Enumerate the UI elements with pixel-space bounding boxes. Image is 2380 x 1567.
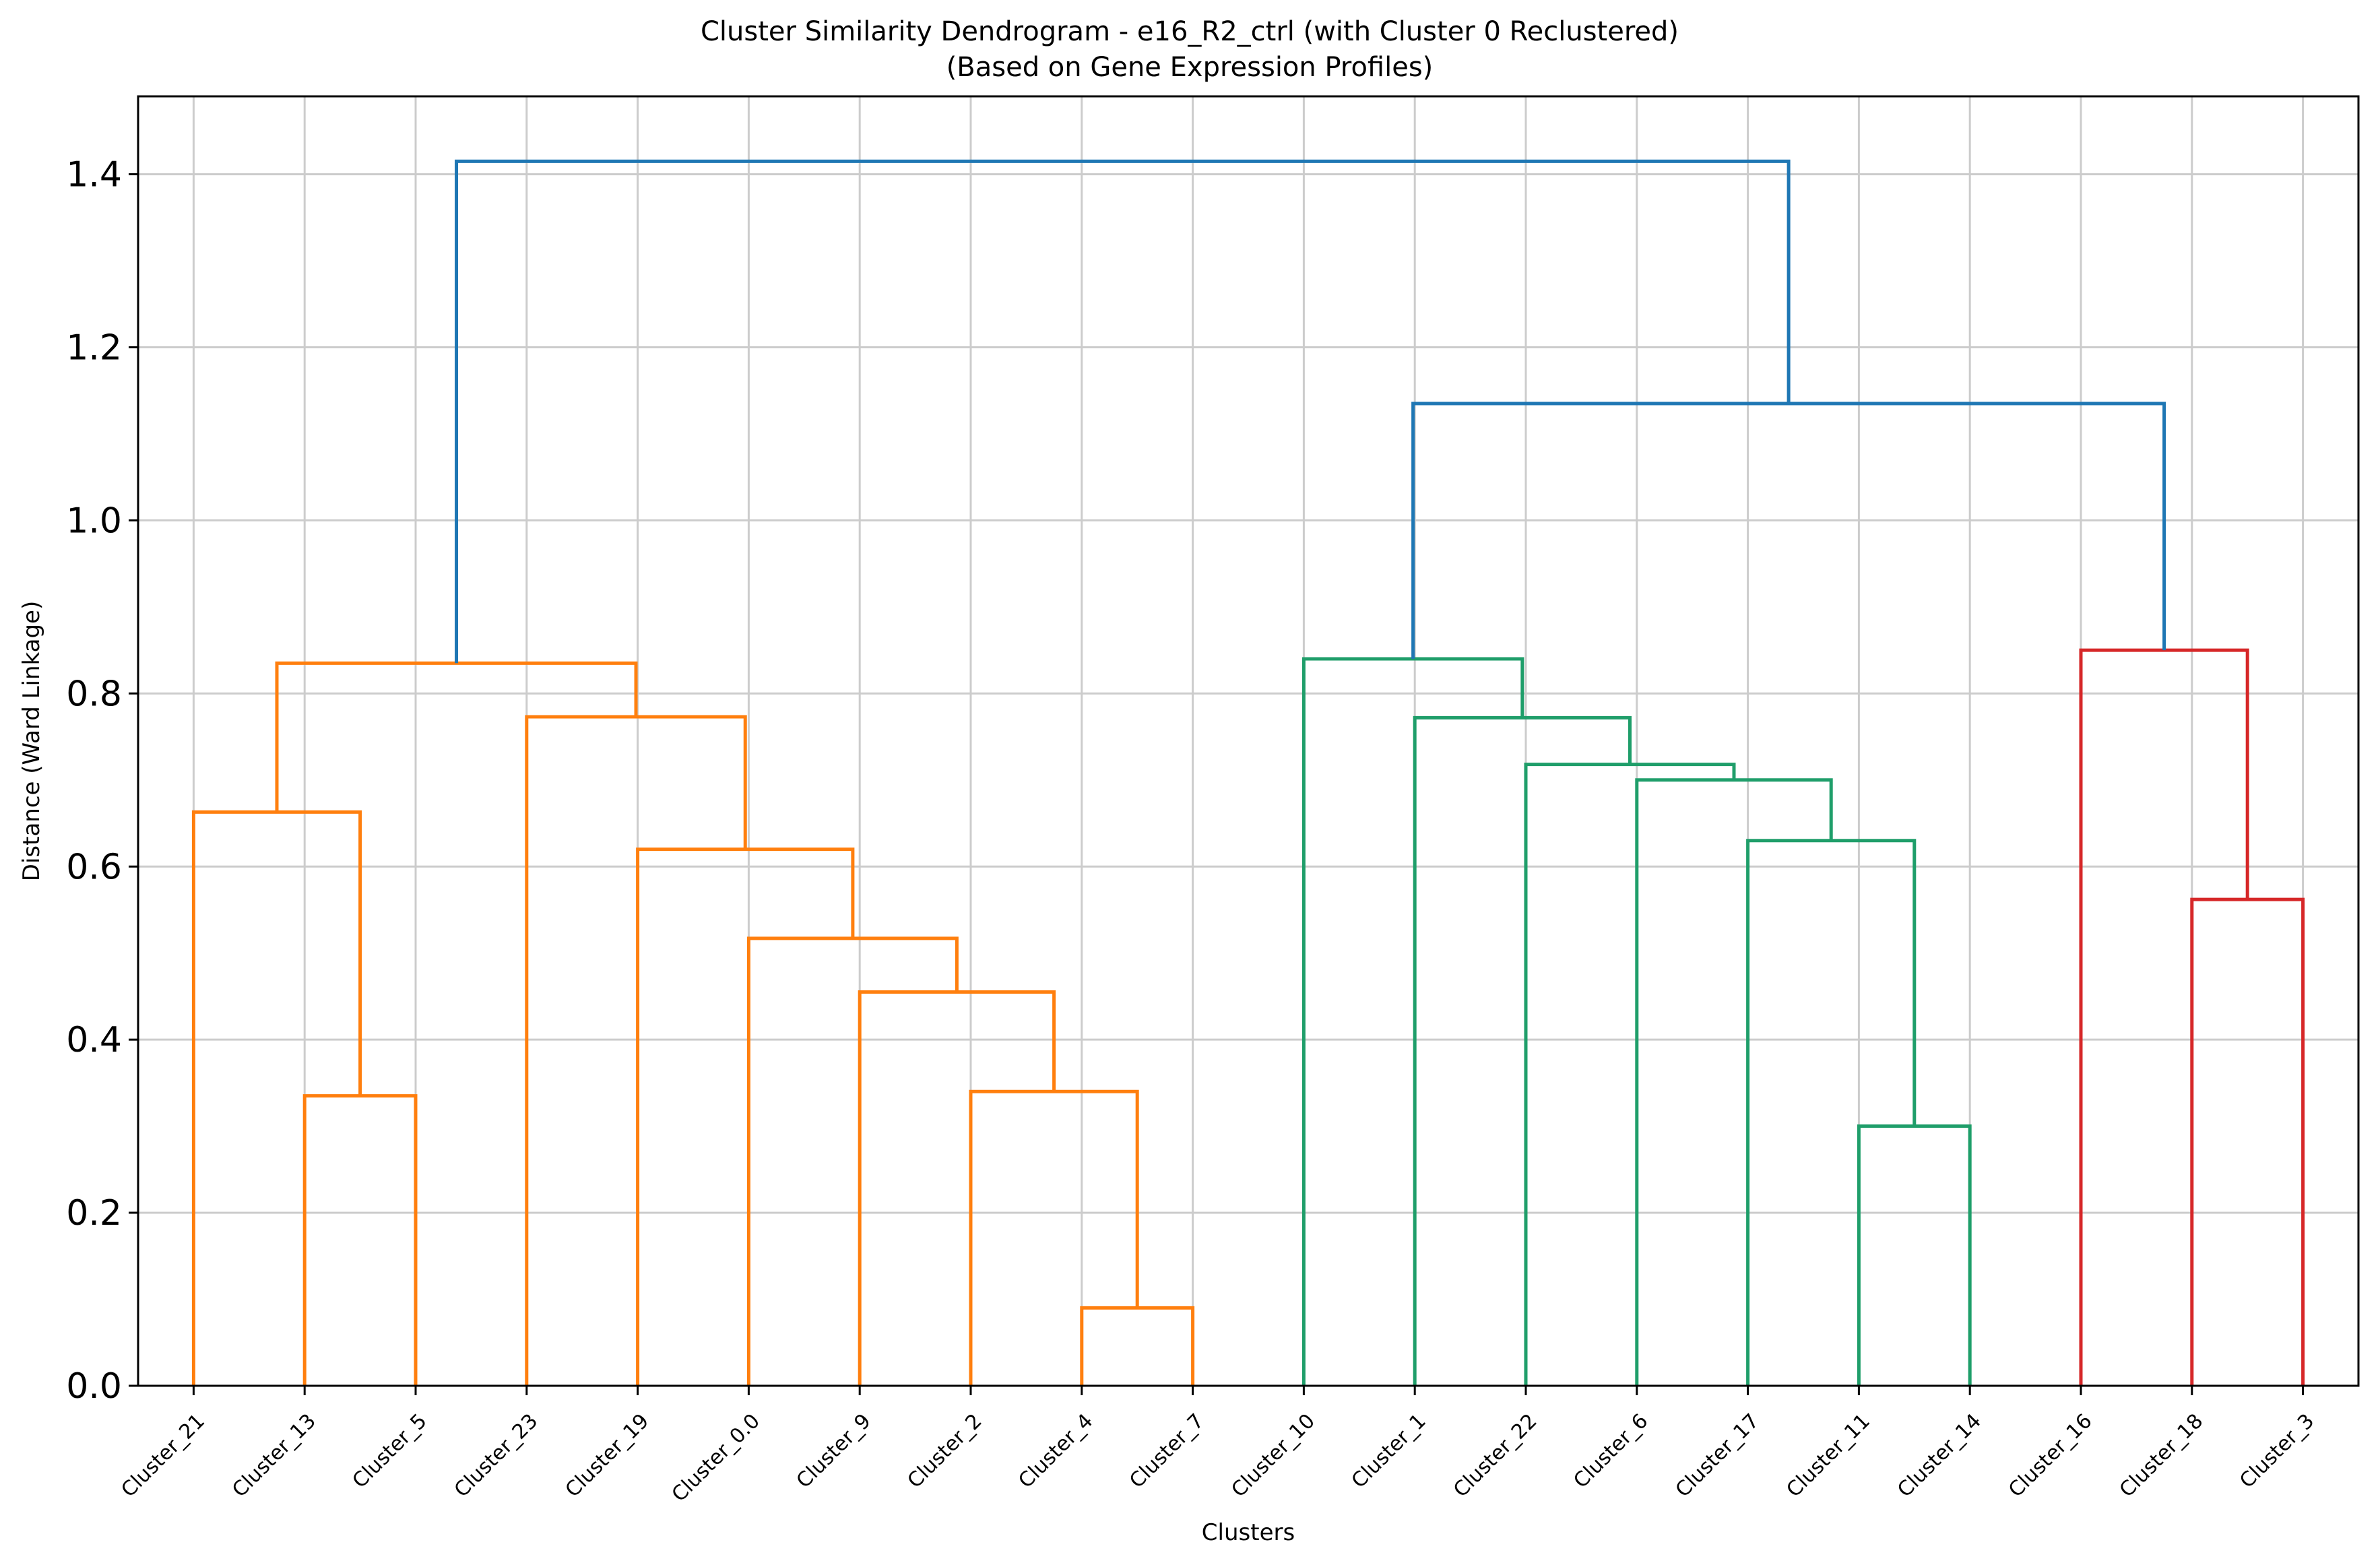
leaf-label: Cluster_5 xyxy=(348,1409,432,1493)
dendrogram-link xyxy=(1413,715,1632,1386)
leaf-label: Cluster_0.0 xyxy=(668,1409,765,1506)
leaf-label: Cluster_10 xyxy=(1227,1409,1320,1502)
y-tick-label: 1.4 xyxy=(66,155,122,195)
leaf-label: Cluster_13 xyxy=(228,1409,321,1502)
leaf-label: Cluster_14 xyxy=(1893,1409,1986,1502)
dendrogram-link xyxy=(1301,657,1524,1386)
x-axis-label: Clusters xyxy=(1202,1519,1295,1546)
leaf-label: Cluster_1 xyxy=(1347,1409,1431,1493)
dendrogram-link xyxy=(455,159,1791,664)
dendrogram-link xyxy=(1080,1306,1195,1386)
leaf-label: Cluster_22 xyxy=(1449,1409,1542,1502)
y-tick-label: 0.6 xyxy=(66,847,122,887)
y-axis: 0.0 0.2 0.4 0.6 0.8 1.0 1.2 1.4 xyxy=(66,155,138,1407)
dendrogram-link xyxy=(1857,1124,1972,1386)
leaf-label: Cluster_3 xyxy=(2235,1409,2319,1493)
leaf-label: Cluster_16 xyxy=(2004,1409,2097,1502)
grid-lines xyxy=(138,96,2358,1387)
leaf-label: Cluster_4 xyxy=(1014,1409,1097,1493)
chart-title: Cluster Similarity Dendrogram - e16_R2_c… xyxy=(701,16,1679,47)
leaf-label: Cluster_7 xyxy=(1125,1409,1209,1493)
dendrogram-link xyxy=(636,848,855,1386)
dendrogram-link xyxy=(2079,648,2249,1386)
dendrogram-link xyxy=(525,715,747,1386)
leaf-label: Cluster_19 xyxy=(561,1409,654,1502)
y-tick-label: 0.4 xyxy=(66,1020,122,1060)
dendrogram-links xyxy=(191,159,2305,1386)
dendrogram-link xyxy=(746,936,959,1386)
dendrogram-link xyxy=(1524,763,1736,1386)
y-tick-label: 1.0 xyxy=(66,501,122,541)
leaf-label: Cluster_21 xyxy=(117,1409,210,1502)
y-tick-label: 0.2 xyxy=(66,1193,122,1234)
dendrogram-link xyxy=(191,810,362,1386)
leaf-label: Cluster_2 xyxy=(903,1409,987,1493)
leaf-label: Cluster_17 xyxy=(1671,1409,1764,1502)
dendrogram-link xyxy=(275,661,638,812)
dendrogram-link xyxy=(858,990,1056,1386)
dendrogram-link xyxy=(1635,778,1833,1386)
leaf-label: Cluster_23 xyxy=(450,1409,543,1502)
leaf-label: Cluster_18 xyxy=(2115,1409,2208,1502)
dendrogram-link xyxy=(302,1094,418,1386)
dendrogram-link xyxy=(1746,839,1917,1386)
leaf-label: Cluster_11 xyxy=(1782,1409,1875,1502)
leaf-label: Cluster_6 xyxy=(1569,1409,1652,1493)
y-axis-label: Distance (Ward Linkage) xyxy=(18,601,45,881)
y-tick-label: 1.2 xyxy=(66,328,122,369)
dendrogram-link xyxy=(2190,897,2305,1386)
y-tick-label: 0.8 xyxy=(66,674,122,714)
y-tick-label: 0.0 xyxy=(66,1366,122,1407)
dendrogram-link xyxy=(969,1089,1139,1386)
x-axis: Cluster_21 Cluster_13 Cluster_5 Cluster_23 C… xyxy=(117,1386,2319,1506)
leaf-label: Cluster_9 xyxy=(792,1409,876,1493)
chart-subtitle: (Based on Gene Expression Profiles) xyxy=(946,52,1434,83)
plot-frame xyxy=(137,95,2360,1387)
